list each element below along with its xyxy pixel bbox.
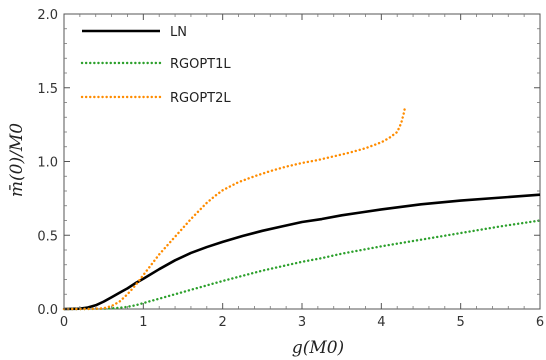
y-axis-title: m̄(0)/M0 [7,123,27,197]
x-tick-label: 2 [219,315,227,330]
legend-label-rgopt1l: RGOPT1L [170,57,231,72]
series-line-rgopt2l [62,105,407,311]
x-tick-label: 1 [139,315,147,330]
x-tick-label: 5 [457,315,465,330]
series-layer [62,105,542,311]
legend: LN RGOPT1L RGOPT2L [80,25,231,106]
series-line-ln [63,193,541,311]
y-tick-label: 2.0 [37,8,58,23]
y-tick-label: 1.5 [37,82,58,97]
legend-label-rgopt2l: RGOPT2L [170,91,231,106]
series-line-rgopt1l [62,219,542,311]
x-tick-label: 4 [377,315,385,330]
y-tick-label: 0.5 [37,229,58,244]
x-axis-title: g(M0) [292,338,344,358]
x-tick-label: 6 [536,315,544,330]
plot-border [63,13,541,310]
x-tick-label: 0 [60,315,68,330]
y-tick-label: 0.0 [37,303,58,318]
tick-layer: 0 1 2 3 4 5 6 0.0 0.5 1.0 1.5 2.0 [37,8,544,330]
y-tick-label: 1.0 [37,156,58,171]
plot-frame [63,13,541,310]
legend-label-ln: LN [170,25,187,40]
x-tick-label: 3 [298,315,306,330]
